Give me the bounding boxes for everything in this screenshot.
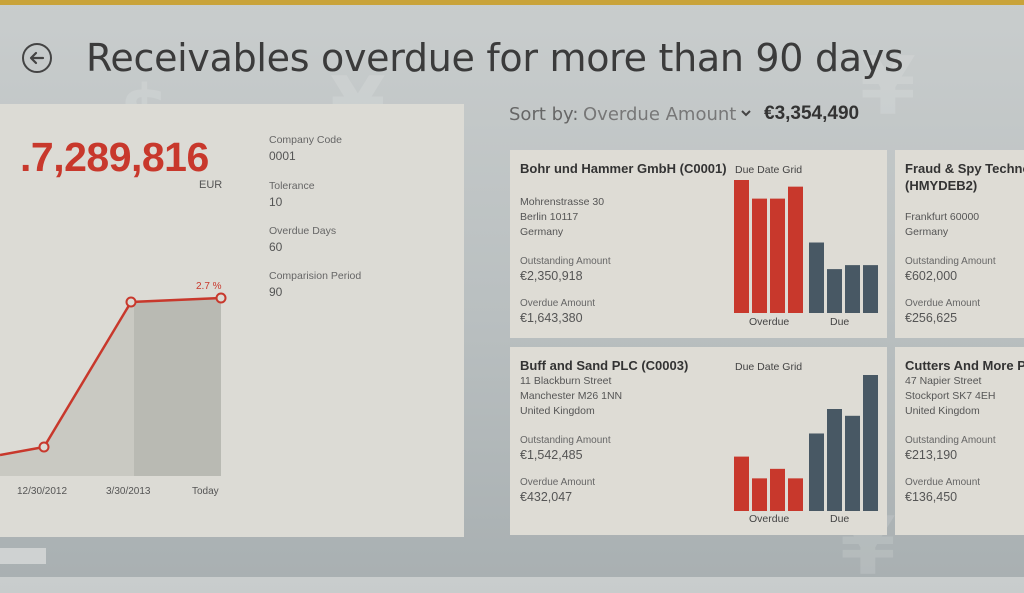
back-button[interactable] [22,43,52,73]
outstanding-label: Outstanding Amount [520,435,611,446]
overdue-amount: €1,643,380 [520,311,583,325]
due-axis-label: Due [830,316,850,328]
due-bar [863,375,878,511]
outstanding-label: Outstanding Amount [905,435,996,446]
overdue-label: Overdue Amount [905,477,981,488]
trend-point[interactable] [38,441,50,453]
outstanding-label: Outstanding Amount [905,256,996,267]
top-accent-bar [0,0,1024,5]
sort-label: Sort by: [509,104,579,125]
customer-card[interactable]: Fraud & Spy Techno (HMYDEB2) Frankfurt 6… [895,150,1024,338]
customer-name: Bohr und Hammer GmbH (C0001) [520,161,727,176]
outstanding-amount: €1,542,485 [520,448,583,462]
kpi-field-comparison-period: Comparision Period 90 [269,270,361,299]
kpi-field-company-code: Company Code 0001 [269,134,342,163]
trend-line [0,296,222,457]
due-bar [827,269,842,313]
grid-title: Due Date Grid [735,361,803,373]
due-bar [845,265,860,313]
background-yen-symbol: ¥ [860,40,916,133]
kpi-field-label: Company Code [269,134,342,146]
kpi-total-value: .7,289,816 [20,134,209,180]
kpi-field-label: Overdue Days [269,225,337,237]
address-line: Stockport SK7 4EH [905,390,996,402]
overdue-axis-label: Overdue [749,316,790,328]
overdue-amount: €432,047 [520,490,573,504]
address-line: United Kingdom [520,405,595,417]
back-arrow-icon [29,51,45,65]
customer-name: Buff and Sand PLC (C0003) [520,358,689,373]
kpi-field-value: 90 [269,285,283,299]
trend-annotation: 2.7 % [196,281,222,292]
due-bar [809,242,824,313]
kpi-field-tolerance: Tolerance 10 [269,180,315,209]
overdue-axis-label: Overdue [749,513,790,525]
overdue-amount: €256,625 [905,311,958,325]
due-bar [845,415,860,511]
chevron-down-icon[interactable] [740,109,752,117]
overdue-amount: €136,450 [905,490,958,504]
customer-card[interactable]: Bohr und Hammer GmbH (C0001) Mohrenstras… [510,150,887,338]
due-date-grid-chart [734,375,878,511]
trend-x-label: 12/30/2012 [17,486,68,497]
trend-point[interactable] [125,296,137,308]
kpi-field-overdue-days: Overdue Days 60 [269,225,336,254]
customer-card[interactable]: Cutters And More P 47 Napier Street Stoc… [895,347,1024,535]
address-line: United Kingdom [905,405,980,417]
due-bar [809,433,824,511]
address-line: Manchester M26 1NN [520,390,623,402]
grid-title: Due Date Grid [735,164,803,176]
due-bar [863,265,878,313]
outstanding-label: Outstanding Amount [520,256,611,267]
overdue-bar [770,198,785,313]
outstanding-amount: €602,000 [905,269,958,283]
trend-x-label: Today [192,486,219,497]
trend-x-label: 3/30/2013 [106,486,151,497]
page-title: Receivables overdue for more than 90 day… [86,36,904,80]
sort-total-amount: €3,354,490 [764,103,860,124]
kpi-currency: EUR [199,179,223,191]
kpi-field-value: 10 [269,195,283,209]
overdue-bar [734,456,749,511]
customer-name: Fraud & Spy Techno (HMYDEB2) [905,161,1024,193]
address-line: Frankfurt 60000 [905,211,980,223]
overdue-label: Overdue Amount [520,477,596,488]
outstanding-amount: €2,350,918 [520,269,583,283]
scrollbar-thumb[interactable] [0,548,46,564]
address-line: 11 Blackburn Street [520,375,612,387]
customer-name: Cutters And More P [905,358,1024,373]
due-axis-label: Due [830,513,850,525]
kpi-field-label: Comparision Period [269,270,362,282]
overdue-label: Overdue Amount [520,298,596,309]
address-line: Germany [520,226,564,238]
overdue-bar [752,478,767,511]
outstanding-amount: €213,190 [905,448,958,462]
customer-card[interactable]: Buff and Sand PLC (C0003) 11 Blackburn S… [510,347,887,535]
sort-dropdown[interactable]: Overdue Amount [583,104,737,125]
overdue-bar [788,186,803,313]
kpi-field-value: 0001 [269,149,296,163]
overdue-label: Overdue Amount [905,298,981,309]
trend-chart: 2.7 % [0,281,227,476]
address-line: Berlin 10117 [520,211,579,223]
overdue-bar [752,198,767,313]
address-line: Mohrenstrasse 30 [520,196,605,208]
due-bar [827,409,842,511]
address-line: 47 Napier Street [905,375,982,387]
trend-point[interactable] [215,292,227,304]
overdue-bar [770,468,785,511]
overdue-bar [734,180,749,313]
comparison-period-area [134,298,221,476]
overdue-bar [788,478,803,511]
address-line: Germany [905,226,949,238]
kpi-panel[interactable]: .7,289,816 EUR Company Code 0001 Toleran… [0,104,464,537]
kpi-field-label: Tolerance [269,180,315,192]
kpi-field-value: 60 [269,240,283,254]
due-date-grid-chart [734,180,878,313]
